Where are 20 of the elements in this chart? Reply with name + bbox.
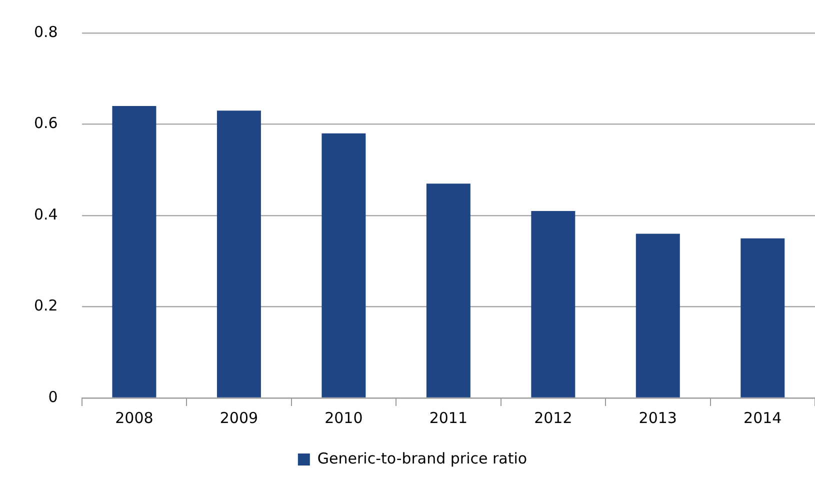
- y-tick-label: 0: [48, 388, 58, 406]
- x-tick-label: 2012: [534, 408, 572, 427]
- x-tick-label: 2008: [115, 408, 154, 427]
- x-tick-label: 2011: [429, 408, 468, 427]
- x-tick-label: 2013: [638, 408, 677, 427]
- y-tick-label: 0.8: [34, 22, 58, 41]
- bar: [531, 210, 576, 398]
- bar: [112, 106, 156, 398]
- bar: [216, 110, 261, 398]
- bar: [740, 238, 785, 398]
- bar: [426, 184, 470, 398]
- y-tick-label: 0.4: [34, 205, 58, 224]
- x-tick-label: 2009: [220, 408, 258, 427]
- bar: [322, 133, 366, 398]
- y-tick-label: 0.2: [34, 296, 58, 315]
- x-tick-label: 2014: [744, 408, 782, 427]
- y-tick-label: 0.6: [34, 114, 58, 132]
- x-tick-label: 2010: [324, 408, 363, 427]
- bar: [636, 234, 680, 398]
- legend-label: Generic-to-brand price ratio: [317, 449, 528, 468]
